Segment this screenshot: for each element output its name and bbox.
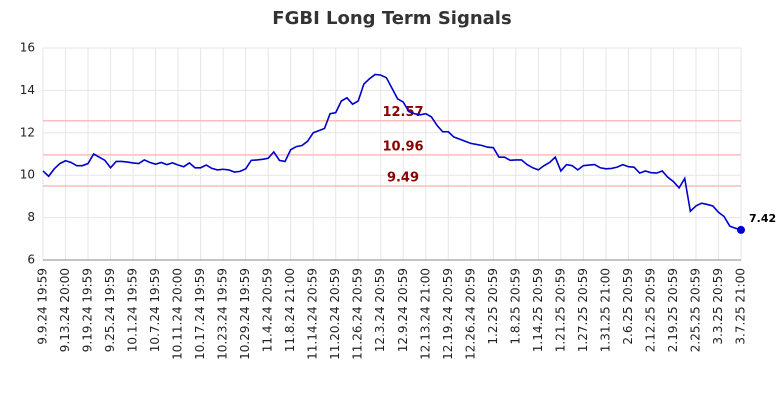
level-label: 12.57 [382, 105, 423, 120]
x-tick-label: 9.13.24 20:00 [58, 268, 72, 352]
x-tick-label: 11.14.24 20:59 [306, 268, 320, 360]
level-label: 9.49 [387, 171, 419, 186]
y-tick-label: 12 [20, 125, 35, 139]
x-tick-label: 9.25.24 19:59 [103, 268, 117, 352]
x-tick-label: 1.14.25 20:59 [531, 268, 545, 352]
x-tick-label: 1.2.25 20:59 [486, 268, 500, 345]
x-tick-label: 12.13.24 21:00 [418, 268, 432, 360]
x-tick-label: 1.8.25 20:59 [508, 268, 522, 345]
x-tick-label: 2.25.25 20:59 [688, 268, 702, 352]
line [42, 73, 742, 231]
x-tick-label: 11.8.24 21:00 [283, 268, 297, 352]
x-tick-label: 3.3.25 20:59 [711, 268, 725, 345]
x-tick-label: 1.21.25 20:59 [553, 268, 567, 352]
x-tick-label: 10.11.24 20:00 [171, 268, 185, 360]
x-tick-label: 11.26.24 20:59 [351, 268, 365, 360]
x-tick-label: 11.4.24 20:59 [261, 268, 275, 352]
y-tick-label: 14 [20, 83, 35, 97]
x-tick-label: 9.9.24 19:59 [36, 268, 50, 345]
x-tick-label: 12.3.24 20:59 [373, 268, 387, 352]
last-point [737, 225, 745, 234]
y-tick-label: 16 [20, 41, 35, 55]
y-tick-label: 8 [27, 210, 35, 224]
x-tick-label: 10.17.24 19:59 [193, 268, 207, 360]
y-tick-label: 10 [20, 168, 35, 182]
x-tick-label: 2.6.25 20:59 [621, 268, 635, 345]
x-tick-label: 10.29.24 19:59 [238, 268, 252, 360]
x-tick-label: 10.7.24 19:59 [148, 268, 162, 352]
chart-title: FGBI Long Term Signals [272, 8, 511, 29]
x-tick-label: 2.19.25 20:59 [666, 268, 680, 352]
x-tick-label: 12.26.24 20:59 [463, 268, 477, 360]
x-tick-label: 12.19.24 20:59 [441, 268, 455, 360]
level-label: 10.96 [382, 139, 423, 154]
x-tick-label: 12.9.24 20:59 [396, 268, 410, 352]
x-tick-label: 1.27.25 20:59 [576, 268, 590, 352]
x-tick-label: 11.20.24 20:59 [328, 268, 342, 360]
x-tick-label: 1.31.25 21:00 [598, 268, 612, 352]
x-tick-label: 2.12.25 20:59 [643, 268, 657, 352]
x-tick-label: 10.23.24 19:59 [216, 268, 230, 360]
x-tick-label: 9.19.24 19:59 [81, 268, 95, 352]
x-tick-label: 10.1.24 19:59 [126, 268, 140, 352]
last-value-label: 7.42 [749, 212, 776, 225]
y-tick-label: 6 [27, 253, 35, 267]
x-tick-label: 3.7.25 21:00 [734, 268, 748, 345]
